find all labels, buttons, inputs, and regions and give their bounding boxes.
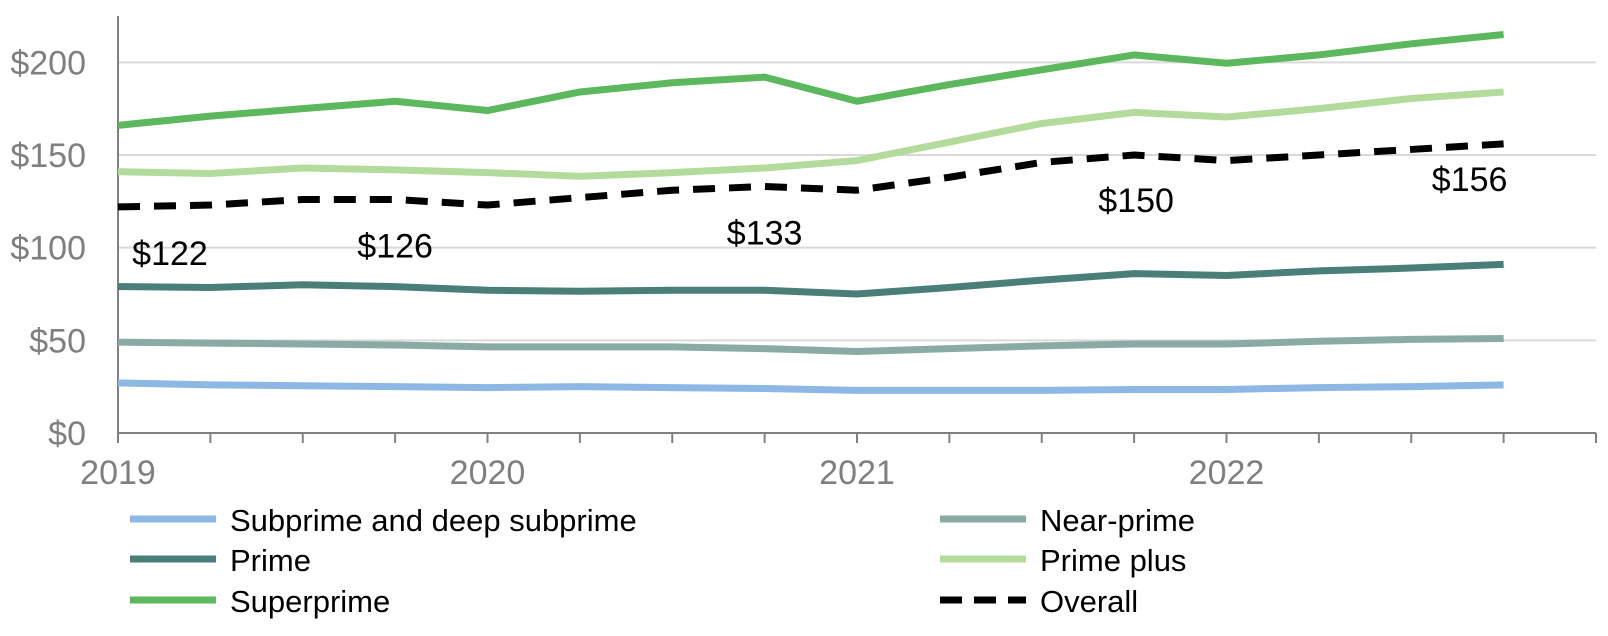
data-label: $126 xyxy=(357,227,433,265)
legend-label: Subprime and deep subprime xyxy=(230,503,637,538)
y-tick-label: $0 xyxy=(48,415,86,453)
data-label: $156 xyxy=(1432,161,1508,199)
series-line-overall xyxy=(117,140,1504,211)
legend-item: Overall xyxy=(940,584,1138,619)
legend-item: Prime xyxy=(130,543,311,578)
series-line-superprime xyxy=(117,31,1504,129)
legend-label: Overall xyxy=(1040,584,1138,619)
legend-label: Prime plus xyxy=(1040,543,1186,578)
x-tick-label: 2020 xyxy=(450,454,526,492)
legend-item: Subprime and deep subprime xyxy=(130,503,637,538)
series-line-prime-plus xyxy=(117,88,1504,180)
data-label: $150 xyxy=(1098,182,1174,220)
series-lines xyxy=(117,31,1504,394)
y-tick-label: $50 xyxy=(29,322,86,360)
legend-item: Near-prime xyxy=(940,503,1195,538)
legend-item: Superprime xyxy=(130,584,390,619)
axes: $0 $50 $100 $150 $200 2019 2020 2021 2022 xyxy=(10,16,1597,492)
x-tick-label: 2022 xyxy=(1189,454,1265,492)
series-line-subprime-and-deep-subprime xyxy=(117,379,1504,394)
legend: Subprime and deep subprime Near-prime Prim… xyxy=(130,503,1195,619)
x-tick-label: 2021 xyxy=(819,454,895,492)
series-line-near-prime xyxy=(117,334,1504,355)
x-tick-label: 2019 xyxy=(80,454,156,492)
data-label: $122 xyxy=(132,235,208,273)
y-tick-label: $200 xyxy=(10,44,86,82)
legend-label: Near-prime xyxy=(1040,503,1195,538)
data-labels: $122 $126 $133 $150 $156 xyxy=(132,161,1507,273)
legend-item: Prime plus xyxy=(940,543,1186,578)
series-line-prime xyxy=(117,260,1504,298)
legend-label: Prime xyxy=(230,543,311,578)
y-tick-label: $100 xyxy=(10,230,86,268)
legend-label: Superprime xyxy=(230,584,390,619)
data-label: $133 xyxy=(727,215,803,253)
y-tick-label: $150 xyxy=(10,137,86,175)
